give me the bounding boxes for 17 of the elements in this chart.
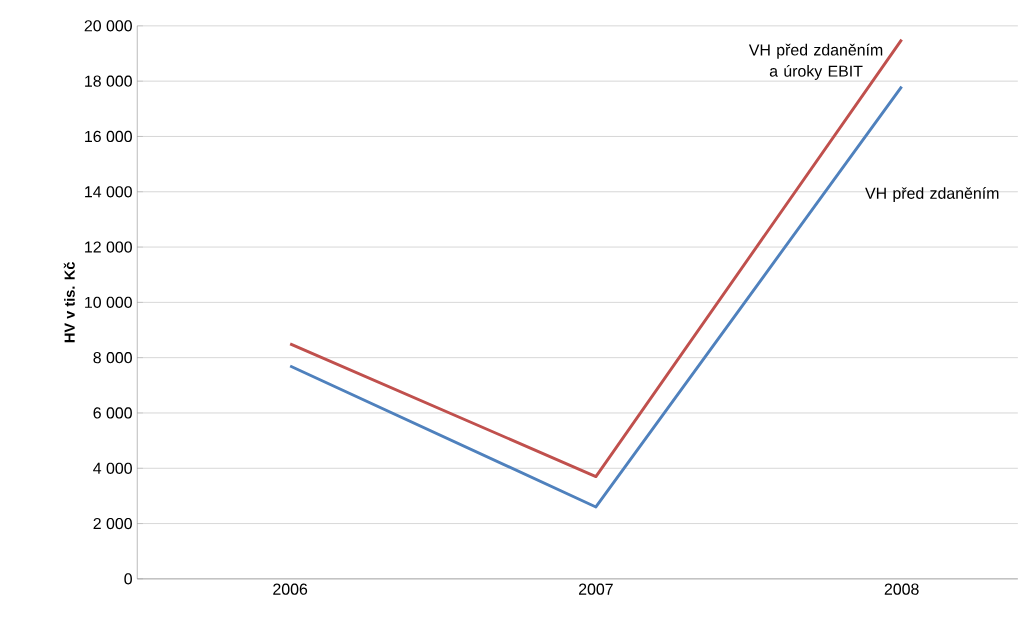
y-tick-label: 8 000	[93, 352, 132, 364]
y-tick-label: 12 000	[85, 241, 132, 253]
series-label: VH před zdaněním a úroky EBIT	[748, 43, 883, 81]
y-tick-label: 6 000	[93, 407, 132, 419]
y-axis-title: HV v tis. Kč	[63, 262, 75, 343]
y-tick-label: 16 000	[85, 131, 132, 143]
x-tick-label: 2007	[579, 583, 613, 595]
x-tick-label: 2006	[273, 583, 308, 595]
x-tick-label: 2008	[884, 583, 919, 595]
y-tick-label: 14 000	[85, 186, 132, 198]
y-tick-label: 20 000	[84, 20, 132, 32]
y-tick-label: 2 000	[93, 518, 132, 530]
y-tick-label: 0	[124, 573, 132, 585]
y-tick-label: 18 000	[85, 75, 132, 87]
y-tick-label: 4 000	[93, 462, 132, 475]
y-tick-label: 10 000	[85, 296, 132, 309]
series-label: VH před zdaněním	[865, 187, 999, 203]
